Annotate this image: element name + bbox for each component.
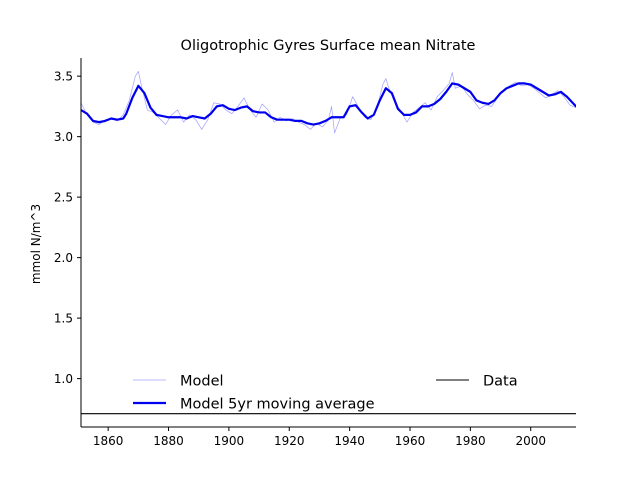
y-axis-label: mmol N/m^3 bbox=[29, 204, 43, 284]
legend-label-data: Data bbox=[483, 374, 518, 390]
y-tick-label: 2.0 bbox=[54, 251, 73, 265]
x-tick-label: 1860 bbox=[93, 434, 124, 448]
series-line-model-5yr-moving-average bbox=[81, 82, 576, 126]
y-tick-label: 2.5 bbox=[54, 191, 73, 205]
legend-label-model: Model bbox=[180, 374, 224, 390]
plot-area: 1860 1880 1900 1920 1940 1960 1980 2000 1.0 1.5 2.… bbox=[54, 58, 576, 448]
x-tick-label: 1880 bbox=[153, 434, 184, 448]
x-tick-label: 1940 bbox=[334, 434, 365, 448]
x-tick-label: 1960 bbox=[395, 434, 426, 448]
chart-title: Oligotrophic Gyres Surface mean Nitrate bbox=[181, 38, 476, 54]
legend: Model Model 5yr moving average Data bbox=[133, 374, 518, 413]
y-tick-label: 1.5 bbox=[54, 312, 73, 326]
y-tick-label: 3.5 bbox=[54, 70, 73, 84]
series-group bbox=[81, 70, 576, 415]
y-tick-label: 3.0 bbox=[54, 130, 73, 144]
x-tick-label: 1900 bbox=[214, 434, 245, 448]
x-tick-label: 1980 bbox=[455, 434, 486, 448]
x-tick-label: 1920 bbox=[274, 434, 305, 448]
x-tick-label: 2000 bbox=[515, 434, 546, 448]
legend-label-model-5yr-moving-average: Model 5yr moving average bbox=[180, 397, 375, 413]
y-tick-label: 1.0 bbox=[54, 372, 73, 386]
series-line-model bbox=[81, 70, 576, 134]
